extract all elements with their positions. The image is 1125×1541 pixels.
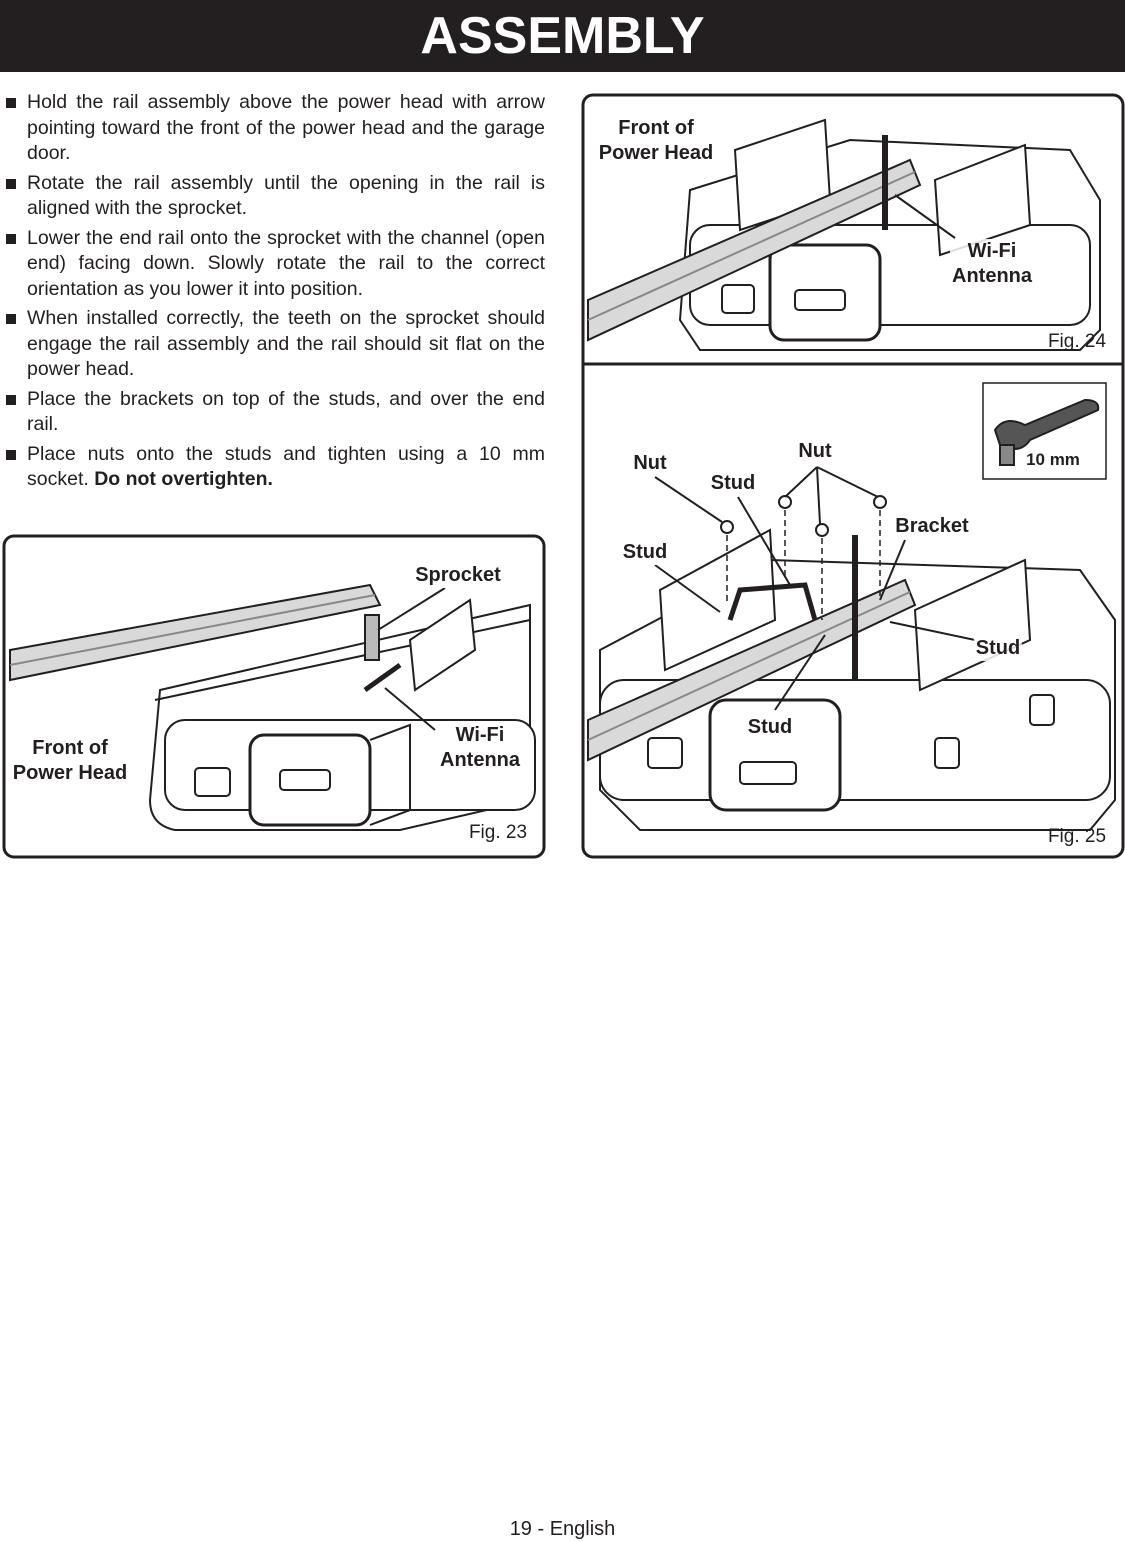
label-line: Power Head — [598, 142, 714, 164]
instruction: Place the brackets on top of the studs, … — [0, 387, 545, 438]
callout-label: Wi-Fi Antenna — [950, 239, 1034, 289]
label-line: Stud — [710, 472, 756, 494]
instruction: Lower the end rail onto the sprocket wit… — [0, 226, 545, 303]
instruction-list: Hold the rail assembly above the power h… — [0, 90, 545, 497]
label-line: Power Head — [12, 762, 128, 784]
callout-label: 10 mm — [1024, 447, 1082, 472]
callout-label: Sprocket — [413, 563, 503, 588]
figure-frame — [581, 93, 1125, 859]
page-footer: 19 - English — [509, 1518, 616, 1540]
header-title: ASSEMBLY — [0, 0, 1125, 72]
label-line: Wi-Fi — [967, 240, 1017, 262]
label-line: Bracket — [895, 515, 969, 537]
callout-label: Stud — [745, 715, 795, 740]
instruction-text: Place nuts onto the studs and tighten us… — [27, 442, 545, 491]
warning: Do not overtighten. — [94, 468, 273, 490]
label-line: 10 mm — [1026, 450, 1080, 469]
label-line: Antenna — [440, 749, 520, 771]
tool-inset — [982, 382, 1107, 480]
callout-label: Wi-Fi Antenna — [438, 723, 522, 773]
label-line: Stud — [747, 716, 793, 738]
figure-frame — [2, 534, 546, 859]
callout-label: Front of Power Head — [10, 736, 130, 786]
callout-label: Stud — [973, 636, 1023, 661]
instruction: Rotate the rail assembly until the openi… — [0, 171, 545, 222]
label-line: Front of — [618, 117, 694, 139]
power-head-drawing — [587, 382, 1116, 831]
figure-caption: Fig. 24 — [1047, 331, 1107, 352]
callout-label: Nut — [631, 451, 669, 476]
callout-label: Nut — [796, 439, 834, 464]
callout-label: Stud — [620, 540, 670, 565]
callout-label: Bracket — [893, 514, 971, 539]
instruction: When installed correctly, the teeth on t… — [0, 306, 545, 383]
label-line: Nut — [633, 452, 667, 474]
figure-caption: Fig. 25 — [1047, 826, 1107, 847]
label-line: Antenna — [952, 265, 1032, 287]
instruction: Hold the rail assembly above the power h… — [0, 90, 545, 167]
figure-caption: Fig. 23 — [468, 822, 528, 843]
label-line: Sprocket — [415, 564, 501, 586]
callout-label: Stud — [708, 471, 758, 496]
label-line: Stud — [975, 637, 1021, 659]
instruction: Place nuts onto the studs and tighten us… — [0, 442, 545, 493]
label-line: Front of — [32, 737, 108, 759]
callout-label: Front of Power Head — [596, 116, 716, 166]
label-line: Wi-Fi — [455, 724, 505, 746]
power-head-drawing — [9, 583, 536, 831]
label-line: Nut — [798, 440, 832, 462]
label-line: Stud — [622, 541, 668, 563]
